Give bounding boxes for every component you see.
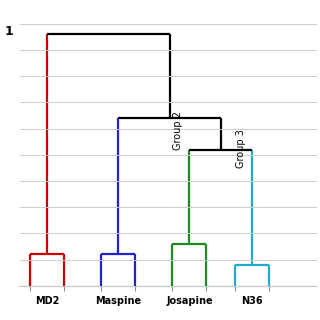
Text: Group 2: Group 2 xyxy=(173,110,183,149)
Text: N36: N36 xyxy=(241,296,263,306)
Text: Group 3: Group 3 xyxy=(236,129,245,168)
Text: Josapine: Josapine xyxy=(166,296,213,306)
Text: MD2: MD2 xyxy=(35,296,60,306)
Text: Maspine: Maspine xyxy=(95,296,141,306)
Text: 1: 1 xyxy=(4,25,13,38)
